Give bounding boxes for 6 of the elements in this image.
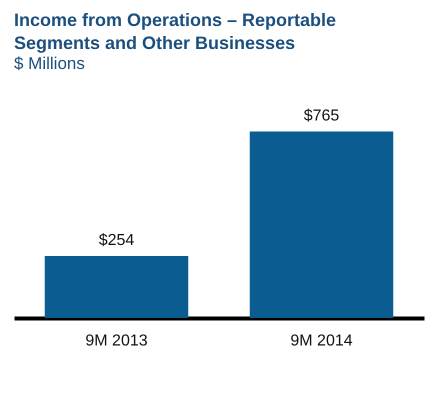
chart-title: Income from Operations – Reportable Segments and Other Businesses <box>14 10 336 53</box>
chart-subtitle: $ Millions <box>14 54 85 73</box>
x-tick-label: 9M 2013 <box>85 332 148 350</box>
x-tick-label: 9M 2014 <box>290 332 353 350</box>
data-label: $765 <box>304 107 340 124</box>
data-label: $254 <box>98 232 134 250</box>
